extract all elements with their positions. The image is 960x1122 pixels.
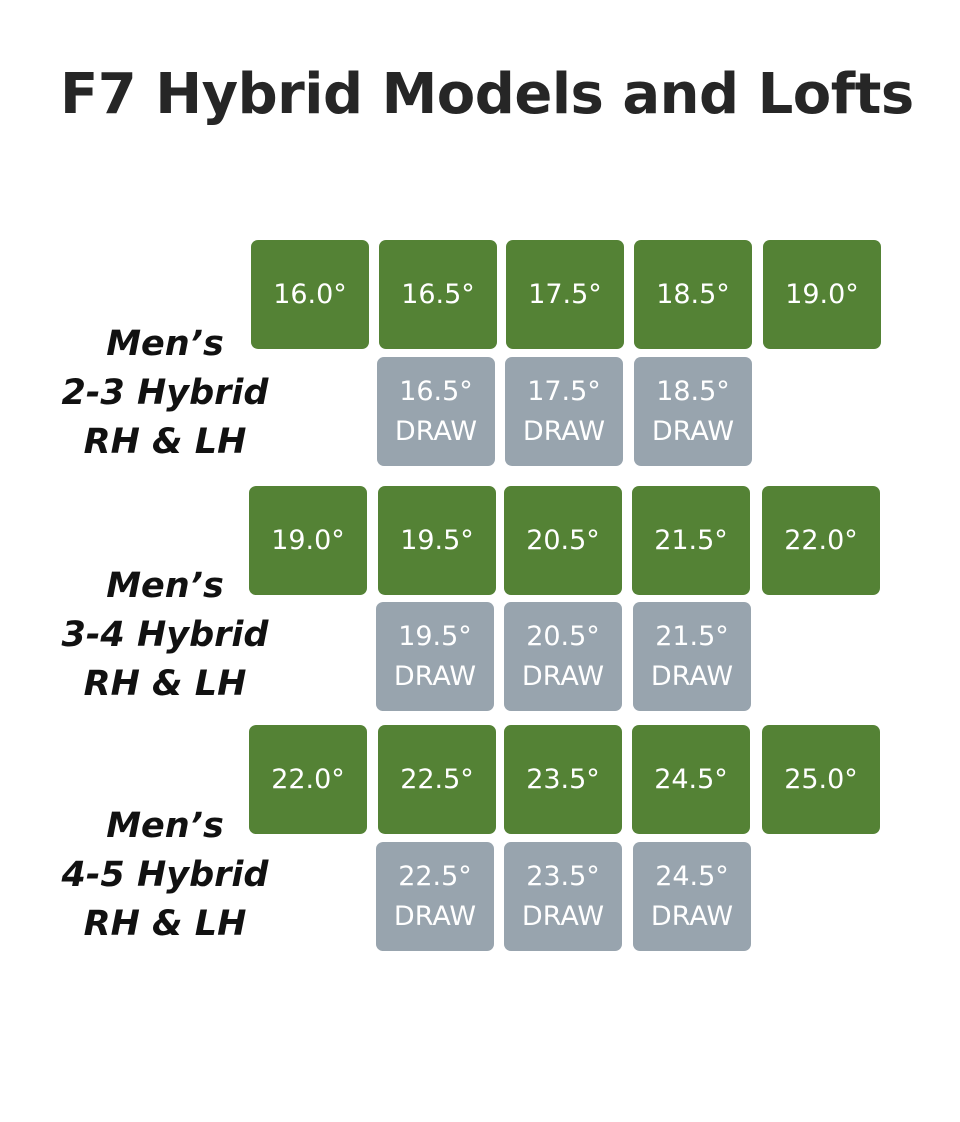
hybrid-group-3-4: Men’s 3-4 Hybrid RH & LH 19.0° 19.5° 20.… (0, 486, 960, 716)
loft-value: 22.0° (784, 524, 858, 556)
loft-value: 16.5° (399, 375, 473, 407)
loft-tile-standard: 25.0° (762, 725, 880, 834)
loft-value: 23.5° (526, 763, 600, 795)
loft-tile-draw: 20.5° DRAW (504, 602, 622, 711)
group-label-line: 3-4 Hybrid (61, 615, 269, 655)
loft-tile-standard: 22.0° (249, 725, 367, 834)
loft-tile-draw: 22.5° DRAW (376, 842, 494, 951)
group-label-line: 2-3 Hybrid (61, 373, 269, 413)
loft-value: 18.5° (656, 278, 730, 310)
loft-tile-standard: 19.0° (763, 240, 881, 349)
loft-tile-draw: 18.5° DRAW (634, 357, 752, 466)
loft-tile-draw: 17.5° DRAW (505, 357, 623, 466)
draw-label: DRAW (650, 900, 734, 932)
loft-value: 22.5° (398, 860, 472, 892)
draw-label: DRAW (394, 415, 478, 447)
loft-tile-standard: 16.5° (379, 240, 497, 349)
loft-tile-draw: 23.5° DRAW (504, 842, 622, 951)
loft-tile-draw: 24.5° DRAW (633, 842, 751, 951)
loft-value: 21.5° (655, 620, 729, 652)
loft-value: 20.5° (526, 524, 600, 556)
loft-tile-standard: 21.5° (632, 486, 750, 595)
loft-tile-standard: 19.0° (249, 486, 367, 595)
group-label: Men’s 3-4 Hybrid RH & LH (40, 562, 290, 709)
loft-tile-draw: 16.5° DRAW (377, 357, 495, 466)
loft-tile-draw: 21.5° DRAW (633, 602, 751, 711)
loft-value: 19.5° (400, 524, 474, 556)
draw-label: DRAW (393, 900, 477, 932)
loft-tile-standard: 24.5° (632, 725, 750, 834)
hybrid-group-2-3: Men’s 2-3 Hybrid RH & LH 16.0° 16.5° 17.… (0, 240, 960, 470)
group-label-line: RH & LH (83, 422, 247, 462)
draw-label: DRAW (393, 660, 477, 692)
draw-label: DRAW (522, 415, 606, 447)
group-label: Men’s 2-3 Hybrid RH & LH (40, 320, 290, 467)
loft-value: 22.5° (400, 763, 474, 795)
loft-value: 17.5° (527, 375, 601, 407)
loft-value: 19.0° (271, 524, 345, 556)
loft-value: 20.5° (526, 620, 600, 652)
loft-tile-standard: 23.5° (504, 725, 622, 834)
draw-label: DRAW (651, 415, 735, 447)
draw-label: DRAW (521, 660, 605, 692)
loft-value: 24.5° (654, 763, 728, 795)
loft-tile-standard: 22.5° (378, 725, 496, 834)
loft-value: 19.5° (398, 620, 472, 652)
loft-value: 25.0° (784, 763, 858, 795)
loft-tile-standard: 22.0° (762, 486, 880, 595)
group-label-line: RH & LH (83, 664, 247, 704)
group-label-line: Men’s (106, 806, 224, 846)
group-label-line: Men’s (106, 566, 224, 606)
loft-tile-standard: 19.5° (378, 486, 496, 595)
loft-value: 24.5° (655, 860, 729, 892)
loft-value: 19.0° (785, 278, 859, 310)
loft-tile-standard: 20.5° (504, 486, 622, 595)
loft-tile-standard: 17.5° (506, 240, 624, 349)
loft-value: 22.0° (271, 763, 345, 795)
loft-value: 21.5° (654, 524, 728, 556)
loft-value: 23.5° (526, 860, 600, 892)
loft-tile-standard: 18.5° (634, 240, 752, 349)
loft-value: 16.5° (401, 278, 475, 310)
group-label-line: Men’s (106, 324, 224, 364)
draw-label: DRAW (521, 900, 605, 932)
draw-label: DRAW (650, 660, 734, 692)
loft-tile-draw: 19.5° DRAW (376, 602, 494, 711)
group-label-line: 4-5 Hybrid (61, 855, 269, 895)
hybrid-group-4-5: Men’s 4-5 Hybrid RH & LH 22.0° 22.5° 23.… (0, 725, 960, 955)
loft-value: 16.0° (273, 278, 347, 310)
group-label-line: RH & LH (83, 904, 247, 944)
loft-value: 18.5° (656, 375, 730, 407)
loft-tile-standard: 16.0° (251, 240, 369, 349)
group-label: Men’s 4-5 Hybrid RH & LH (40, 802, 290, 949)
loft-value: 17.5° (528, 278, 602, 310)
page-title: F7 Hybrid Models and Lofts (60, 62, 914, 127)
